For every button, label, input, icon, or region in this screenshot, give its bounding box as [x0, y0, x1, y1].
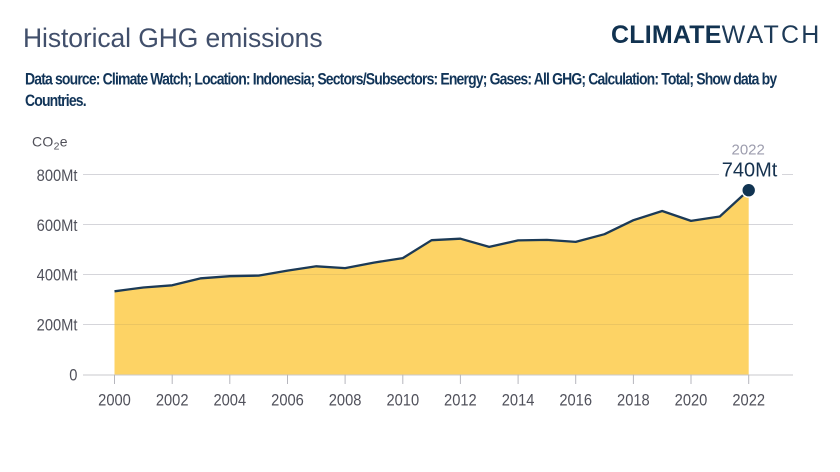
svg-text:2016: 2016	[559, 392, 592, 410]
svg-text:2020: 2020	[675, 392, 708, 410]
svg-text:2018: 2018	[617, 392, 650, 410]
svg-text:200Mt: 200Mt	[37, 317, 78, 335]
svg-text:2008: 2008	[329, 392, 362, 410]
svg-text:2012: 2012	[444, 392, 477, 410]
svg-text:2006: 2006	[271, 392, 304, 410]
svg-text:2004: 2004	[213, 392, 246, 410]
svg-text:0: 0	[69, 367, 77, 385]
svg-text:2022: 2022	[732, 392, 765, 410]
svg-text:600Mt: 600Mt	[37, 217, 78, 235]
svg-text:2010: 2010	[386, 392, 419, 410]
svg-text:400Mt: 400Mt	[37, 267, 78, 285]
svg-text:2002: 2002	[156, 392, 189, 410]
svg-text:CO2e: CO2e	[32, 133, 68, 152]
svg-text:2000: 2000	[98, 392, 131, 410]
svg-text:2022: 2022	[732, 142, 765, 159]
svg-text:740Mt: 740Mt	[722, 160, 778, 182]
svg-text:2014: 2014	[502, 392, 535, 410]
svg-text:800Mt: 800Mt	[37, 167, 78, 185]
